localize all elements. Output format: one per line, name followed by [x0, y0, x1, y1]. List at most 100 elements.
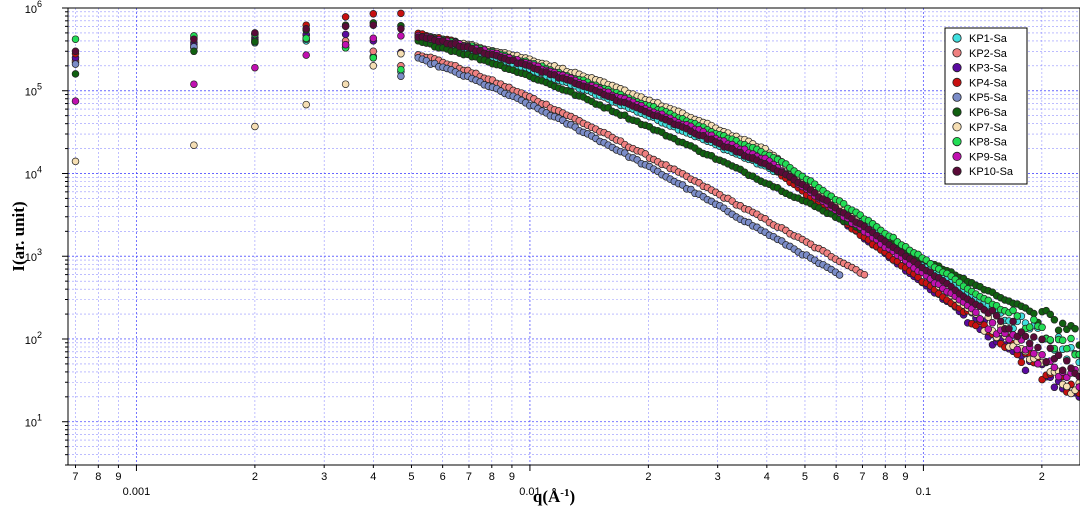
x-minor-tick-label: 3 [321, 471, 327, 483]
x-major-tick-label: 0.001 [123, 486, 151, 498]
data-point [251, 122, 259, 131]
legend-marker [952, 107, 962, 117]
data-point [341, 40, 350, 49]
data-point [1075, 372, 1080, 381]
data-point [190, 47, 198, 56]
data-point [1009, 317, 1017, 326]
data-point [1046, 336, 1055, 344]
data-point [71, 157, 80, 166]
data-point [397, 49, 405, 58]
legend-label: KP10-Sa [969, 166, 1014, 178]
data-point [1038, 335, 1046, 344]
y-major-tick-label: 103 [25, 247, 42, 264]
data-point [1034, 360, 1042, 368]
legend-marker [952, 151, 962, 161]
data-point [1075, 341, 1080, 349]
x-minor-tick-label: 8 [95, 471, 101, 483]
data-point [341, 30, 350, 39]
data-point [860, 270, 869, 279]
data-point [1054, 351, 1063, 360]
data-point [1058, 319, 1067, 328]
data-point [251, 63, 259, 72]
data-point [1050, 363, 1059, 372]
legend-marker [952, 92, 962, 102]
data-point [1021, 366, 1030, 375]
x-axis-title: q(Å-1) [533, 487, 575, 506]
data-point [369, 34, 378, 43]
data-point [251, 38, 259, 46]
data-point [835, 271, 844, 279]
legend-label: KP9-Sa [969, 151, 1008, 163]
legend-marker [952, 48, 962, 58]
data-point [1013, 312, 1022, 320]
data-point [1017, 358, 1026, 367]
x-minor-tick-label: 2 [252, 471, 258, 483]
x-minor-tick-label: 8 [882, 471, 888, 483]
x-minor-tick-label: 2 [645, 471, 651, 483]
data-points [71, 9, 1080, 401]
data-point [988, 306, 997, 315]
legend-label: KP8-Sa [969, 137, 1008, 149]
data-point [984, 325, 993, 333]
data-point [369, 54, 378, 62]
data-point [71, 70, 80, 78]
data-point [397, 25, 405, 33]
data-point [397, 72, 405, 80]
data-point [988, 319, 997, 327]
legend-marker [952, 33, 962, 43]
data-point [302, 51, 310, 59]
data-point [190, 141, 198, 149]
data-point [302, 25, 310, 33]
data-point [1075, 383, 1080, 391]
legend-label: KP1-Sa [969, 33, 1008, 45]
legend-marker [952, 166, 962, 176]
data-point [1030, 315, 1038, 324]
x-axis-title-sup: -1 [560, 487, 569, 499]
data-point [397, 9, 405, 18]
data-point [190, 80, 198, 88]
y-major-tick-label: 104 [25, 164, 42, 181]
x-minor-tick-label: 7 [859, 471, 865, 483]
data-point [369, 47, 378, 56]
data-point [1025, 323, 1034, 331]
data-point [976, 315, 984, 323]
x-minor-tick-label: 9 [509, 471, 515, 483]
data-point [1005, 335, 1013, 344]
x-minor-tick-label: 4 [764, 471, 770, 483]
y-major-tick-label: 101 [25, 413, 42, 430]
legend-marker [952, 77, 962, 88]
legend-label: KP5-Sa [969, 92, 1008, 104]
data-point [1058, 336, 1067, 345]
data-point [190, 35, 198, 43]
data-point [251, 29, 259, 37]
series-KP10-Sa [71, 21, 1080, 381]
data-point [1075, 358, 1080, 367]
data-point [71, 47, 80, 56]
data-point [992, 312, 1001, 320]
data-point [1030, 333, 1038, 341]
y-major-tick-label: 105 [25, 82, 42, 99]
data-point [1046, 310, 1055, 319]
data-point [1071, 324, 1079, 333]
axes: 0.001 0.01 0.1 7 8 9 2 3 4 5 6 7 8 9 2 3 4 5 6 7 8 9 2 101 102 10… [25, 0, 1045, 498]
legend: KP1-Sa KP2-Sa KP3-Sa KP4-Sa KP5-Sa KP6-Sa KP7-… [944, 27, 1028, 185]
data-point [1054, 326, 1063, 335]
x-minor-tick-label: 6 [833, 471, 839, 483]
x-axis-title-close: ) [569, 487, 575, 506]
legend-label: KP2-Sa [969, 48, 1008, 60]
data-point [397, 32, 405, 40]
data-point [71, 35, 80, 43]
series-KP2-Sa [71, 31, 869, 279]
legend-label: KP3-Sa [969, 63, 1008, 75]
data-point [1030, 349, 1038, 358]
data-point [1005, 325, 1013, 333]
x-minor-tick-label: 9 [115, 471, 121, 483]
data-point [1038, 351, 1046, 359]
x-minor-tick-label: 4 [370, 471, 376, 483]
data-point [996, 317, 1005, 325]
y-axis-title: I(ar. unit) [9, 201, 28, 271]
data-point [1058, 366, 1067, 375]
x-axis-title-main: q(Å [533, 487, 561, 506]
x-minor-tick-label: 5 [802, 471, 808, 483]
